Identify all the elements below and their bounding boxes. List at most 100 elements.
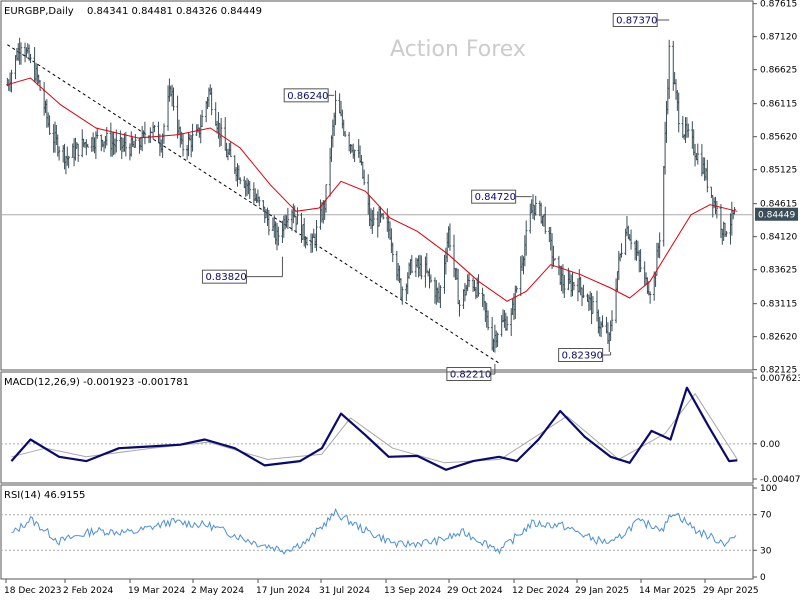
price-bar — [134, 134, 137, 148]
price-bar — [667, 39, 671, 99]
annotation-label: 0.87370 — [616, 16, 657, 27]
price-bar — [172, 87, 175, 111]
price-bar — [315, 220, 318, 252]
price-annotation: 0.82390 — [558, 348, 612, 362]
price-y-tick-label: 0.86625 — [760, 66, 797, 76]
price-bar — [553, 258, 556, 261]
price-bar — [725, 230, 728, 237]
price-bar — [153, 125, 156, 133]
price-annotation: 0.87370 — [612, 13, 670, 27]
price-bar — [620, 243, 623, 258]
price-bar — [458, 300, 461, 317]
price-bar — [601, 315, 604, 328]
price-bar — [191, 123, 194, 152]
price-bar — [486, 310, 490, 331]
price-bar — [439, 285, 442, 308]
price-bar — [677, 92, 680, 133]
x-tick-label: 29 Oct 2024 — [447, 586, 503, 596]
price-bar — [219, 117, 223, 146]
price-y-tick-label: 0.84120 — [760, 233, 797, 243]
rsi-line — [11, 507, 737, 555]
annotation-label: 0.82210 — [450, 370, 491, 381]
annotation-box — [446, 367, 492, 381]
watermark: Action Forex — [390, 37, 526, 62]
price-bar — [610, 310, 614, 332]
price-bar — [706, 159, 709, 193]
trendline — [7, 44, 501, 365]
annotation-box — [201, 269, 247, 284]
price-bar — [582, 284, 585, 299]
rsi-y-tick-label: 0 — [760, 573, 766, 583]
price-bar — [48, 115, 51, 135]
macd-label: MACD(12,26,9) -0.001923 -0.001781 — [4, 377, 189, 388]
x-tick-label: 13 Sep 2024 — [384, 586, 441, 596]
x-tick-label: 12 Dec 2024 — [512, 586, 570, 596]
annotation-label: 0.84720 — [475, 192, 516, 203]
price-bar — [38, 80, 42, 91]
x-tick-label: 2 Feb 2024 — [63, 586, 114, 596]
x-tick-label: 19 Mar 2024 — [128, 586, 185, 596]
price-bar — [477, 274, 480, 297]
price-series-layer — [6, 37, 736, 353]
price-bar — [525, 220, 528, 256]
rsi-series-layer — [11, 507, 737, 555]
price-bar — [715, 200, 719, 219]
annotation-label: 0.86240 — [287, 91, 328, 102]
price-bar — [505, 316, 509, 331]
price-bar — [267, 209, 271, 236]
price-annotation: 0.83820 — [201, 256, 283, 284]
price-bar — [343, 131, 347, 137]
price-bar — [67, 155, 70, 169]
price-bar — [648, 291, 652, 304]
price-bar — [629, 229, 633, 250]
macd-panel-frame — [0, 371, 754, 484]
price-y-tick-label: 0.87120 — [760, 33, 797, 43]
x-tick-label: 31 Jul 2024 — [319, 586, 370, 596]
price-bar — [658, 232, 661, 259]
macd-series-layer — [10, 386, 738, 471]
price-bar — [258, 196, 261, 207]
price-bar — [277, 226, 280, 246]
price-annotation: 0.86240 — [283, 88, 335, 103]
rsi-label: RSI(14) 46.9155 — [4, 490, 85, 501]
price-bar — [210, 87, 213, 116]
annotation-box — [283, 88, 329, 103]
annotation-box — [558, 348, 604, 362]
price-bar — [19, 42, 23, 65]
price-panel: Action Forex EURGBP,Daily 0.84341 0.8448… — [0, 0, 798, 381]
price-bar — [496, 332, 499, 347]
price-bar — [687, 123, 690, 138]
price-annotation: 0.84720 — [471, 189, 532, 204]
price-bar — [229, 141, 232, 158]
price-bar — [96, 127, 99, 139]
price-bar — [305, 236, 309, 246]
price-y-tick-label: 0.82125 — [760, 366, 797, 376]
macd-y-tick-label: 0.007623 — [760, 374, 800, 384]
moving-average-line — [7, 77, 738, 302]
price-bar — [362, 169, 366, 186]
rsi-panel-frame — [0, 484, 754, 580]
price-bar — [76, 143, 80, 162]
x-tick-label: 29 Apr 2025 — [703, 586, 759, 596]
price-bar — [420, 255, 423, 280]
price-y-tick-label: 0.85125 — [760, 166, 797, 176]
price-bar — [124, 131, 128, 157]
macd-y-tick-label: 0.00 — [760, 440, 780, 450]
price-y-tick-label: 0.82620 — [760, 333, 797, 343]
moving-average-layer — [7, 77, 738, 302]
price-bar — [372, 207, 375, 226]
price-bar — [429, 274, 433, 283]
price-bar — [324, 184, 328, 213]
price-bar — [591, 296, 595, 314]
rsi-y-tick-label: 70 — [760, 511, 772, 521]
price-bar — [382, 212, 385, 220]
price-bar — [86, 143, 89, 148]
price-bar — [534, 195, 537, 216]
price-header-symbol: EURGBP,Daily — [4, 6, 74, 17]
price-y-axis: 0.87615 0.87120 0.86625 0.86115 0.85620 0.851… — [753, 0, 798, 376]
annotation-label: 0.83820 — [205, 272, 246, 283]
price-bar — [10, 69, 13, 93]
price-bar — [286, 207, 290, 229]
price-bar — [296, 207, 299, 225]
